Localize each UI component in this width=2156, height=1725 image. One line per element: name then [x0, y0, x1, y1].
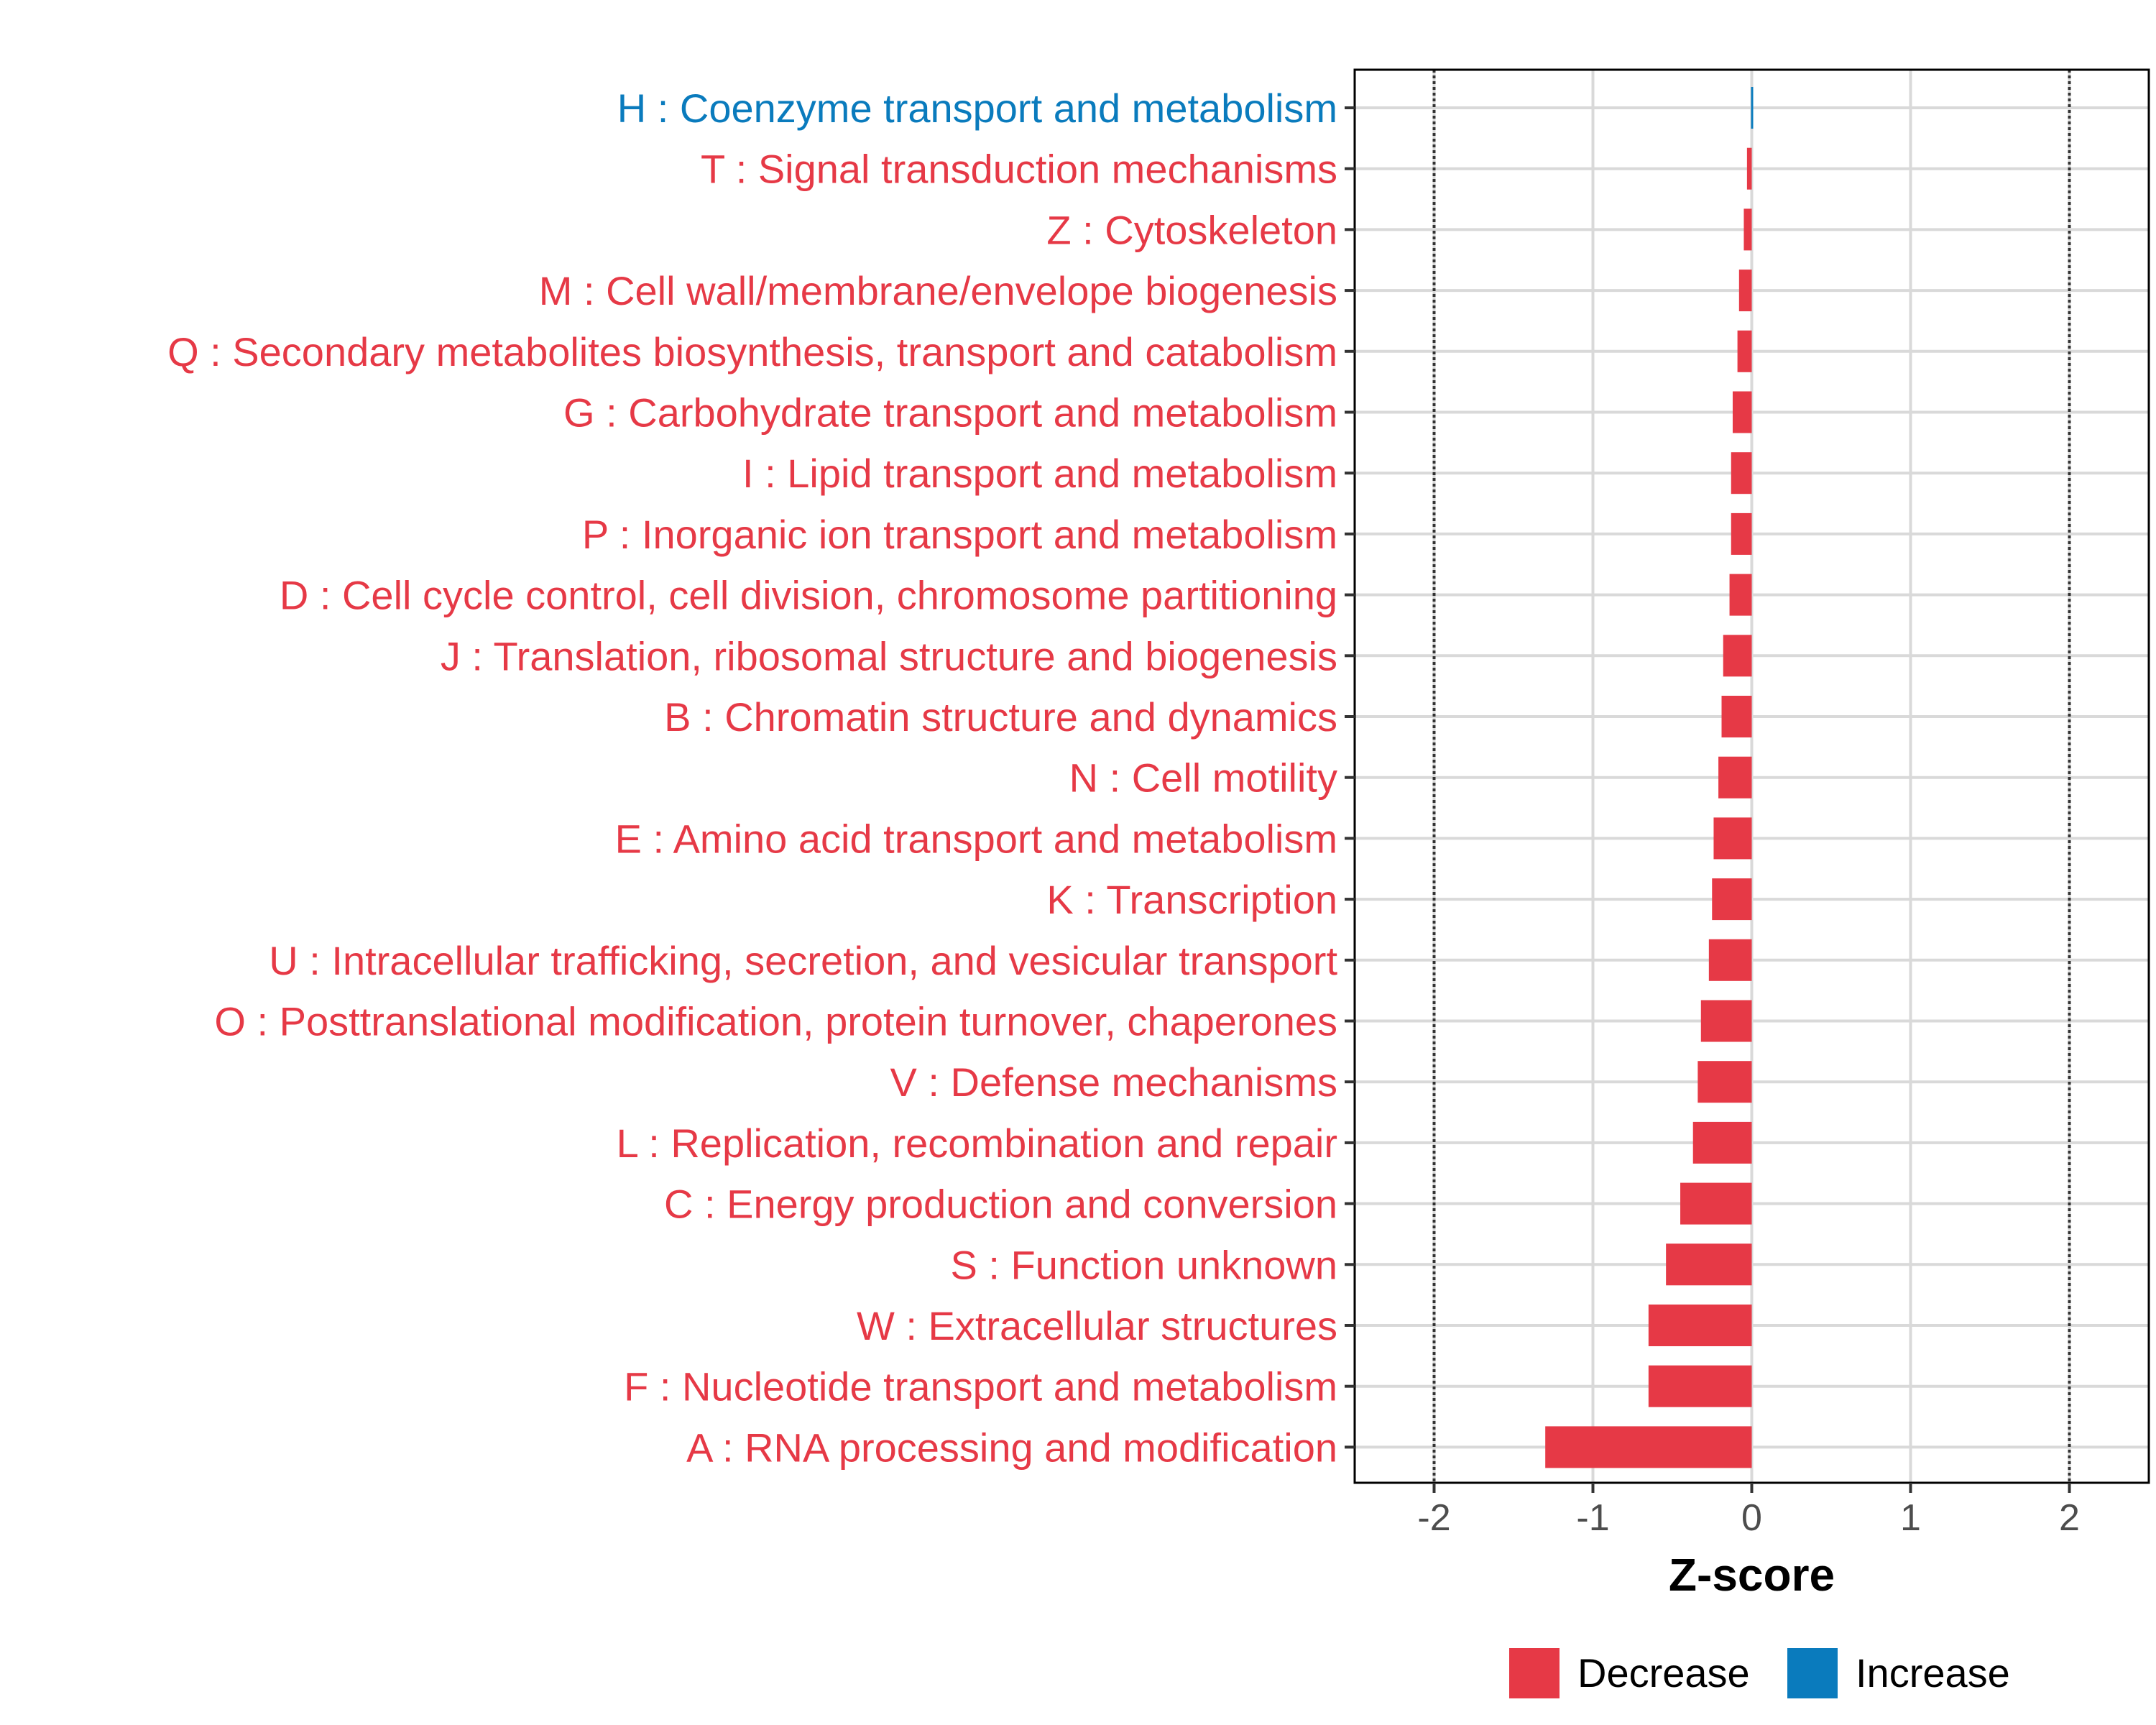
bars-layer [1545, 87, 1754, 1468]
x-tick-label: 0 [1741, 1497, 1762, 1539]
bar [1666, 1243, 1752, 1286]
bar [1738, 270, 1752, 312]
category-label: W : Extracellular structures [857, 1303, 1337, 1348]
category-label: I : Lipid transport and metabolism [742, 451, 1337, 496]
category-label: S : Function unknown [950, 1242, 1337, 1287]
category-label: B : Chromatin structure and dynamics [664, 694, 1337, 740]
bar [1731, 452, 1752, 494]
bar [1545, 1426, 1752, 1468]
bar [1729, 574, 1752, 616]
x-axis-title: Z-score [1669, 1549, 1835, 1601]
bar [1708, 939, 1752, 981]
legend-label: Decrease [1577, 1650, 1750, 1696]
category-label: J : Translation, ribosomal structure and… [441, 633, 1337, 678]
category-label: C : Energy production and conversion [664, 1182, 1337, 1227]
bar [1721, 696, 1752, 737]
bar [1732, 391, 1752, 433]
category-label: A : RNA processing and modification [686, 1425, 1337, 1470]
x-tick-label: -2 [1417, 1497, 1450, 1539]
category-label: K : Transcription [1046, 877, 1337, 922]
x-tick-label: 2 [2059, 1497, 2080, 1539]
bar [1713, 817, 1752, 860]
x-tick-label: -1 [1576, 1497, 1609, 1539]
category-label: V : Defense mechanisms [890, 1059, 1337, 1105]
bar [1746, 147, 1752, 190]
y-axis: H : Coenzyme transport and metabolism T :… [167, 86, 1355, 1470]
category-label: D : Cell cycle control, cell division, c… [280, 573, 1337, 618]
category-label: L : Replication, recombination and repai… [617, 1121, 1337, 1166]
legend-label: Increase [1856, 1650, 2010, 1696]
x-tick-label: 1 [1900, 1497, 1921, 1539]
bar [1731, 512, 1752, 555]
bar [1648, 1365, 1752, 1407]
bar [1692, 1121, 1752, 1164]
bar [1697, 1061, 1752, 1103]
legend-swatch [1509, 1648, 1560, 1698]
category-label: F : Nucleotide transport and metabolism [624, 1364, 1337, 1409]
bar [1751, 87, 1754, 129]
category-label: O : Posttranslational modification, prot… [214, 999, 1337, 1044]
legend-swatch [1787, 1648, 1838, 1698]
bar [1718, 756, 1752, 799]
category-label: M : Cell wall/membrane/envelope biogenes… [539, 268, 1337, 313]
bar [1723, 635, 1752, 677]
category-label: N : Cell motility [1069, 755, 1337, 801]
bar [1712, 878, 1752, 921]
bar [1700, 1000, 1752, 1042]
bar [1743, 208, 1752, 251]
category-label: P : Inorganic ion transport and metaboli… [582, 512, 1337, 557]
category-label: E : Amino acid transport and metabolism [615, 816, 1337, 861]
bar [1648, 1305, 1752, 1346]
category-label: H : Coenzyme transport and metabolism [617, 86, 1337, 131]
x-axis: -2 -1 0 1 2 [1417, 1483, 2080, 1539]
category-label: G : Carbohydrate transport and metabolis… [563, 390, 1337, 436]
category-label: Z : Cytoskeleton [1046, 207, 1337, 252]
category-label: U : Intracellular trafficking, secretion… [269, 938, 1337, 983]
bar [1737, 330, 1752, 372]
bar [1680, 1182, 1752, 1225]
category-label: Q : Secondary metabolites biosynthesis, … [167, 329, 1337, 374]
legend: Decrease Increase [1509, 1648, 2010, 1698]
category-label: T : Signal transduction mechanisms [701, 147, 1337, 192]
